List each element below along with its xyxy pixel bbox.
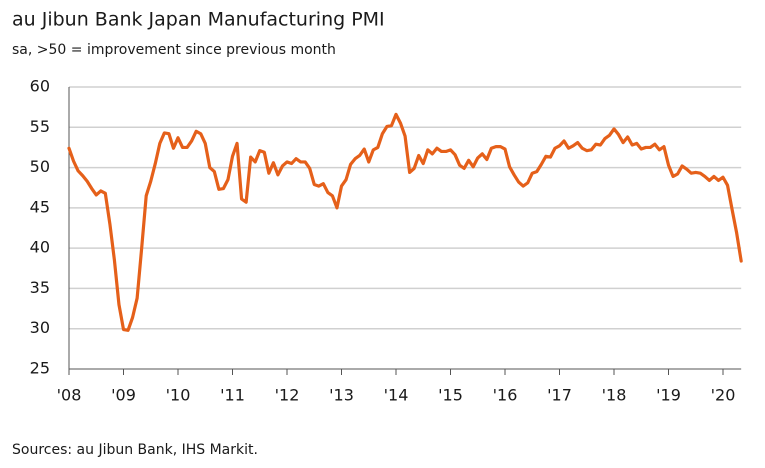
x-tick-label: '20 bbox=[711, 386, 736, 405]
y-tick-label: 55 bbox=[30, 117, 50, 136]
x-tick-label: '10 bbox=[166, 386, 191, 405]
y-tick-label: 40 bbox=[30, 238, 50, 257]
source-note: Sources: au Jibun Bank, IHS Markit. bbox=[12, 442, 258, 458]
x-tick-label: '17 bbox=[547, 386, 572, 405]
x-tick-label: '12 bbox=[275, 386, 300, 405]
chart-title: au Jibun Bank Japan Manufacturing PMI bbox=[12, 9, 385, 31]
y-tick-label: 35 bbox=[30, 278, 50, 297]
x-tick-label: '18 bbox=[602, 386, 627, 405]
chart-subtitle: sa, >50 = improvement since previous mon… bbox=[12, 42, 336, 58]
x-tick-label: '16 bbox=[493, 386, 518, 405]
x-tick-label: '08 bbox=[57, 386, 82, 405]
y-tick-label: 60 bbox=[30, 77, 50, 96]
x-tick-label: '09 bbox=[111, 386, 136, 405]
x-tick-label: '11 bbox=[220, 386, 245, 405]
x-tick-label: '14 bbox=[384, 386, 409, 405]
x-tick-label: '15 bbox=[438, 386, 463, 405]
y-tick-label: 30 bbox=[30, 318, 50, 337]
y-tick-label: 50 bbox=[30, 157, 50, 176]
y-tick-label: 25 bbox=[30, 359, 50, 378]
data-line bbox=[67, 112, 743, 332]
x-tick-label: '19 bbox=[656, 386, 681, 405]
y-tick-label: 45 bbox=[30, 197, 50, 216]
x-tick-label: '13 bbox=[329, 386, 354, 405]
